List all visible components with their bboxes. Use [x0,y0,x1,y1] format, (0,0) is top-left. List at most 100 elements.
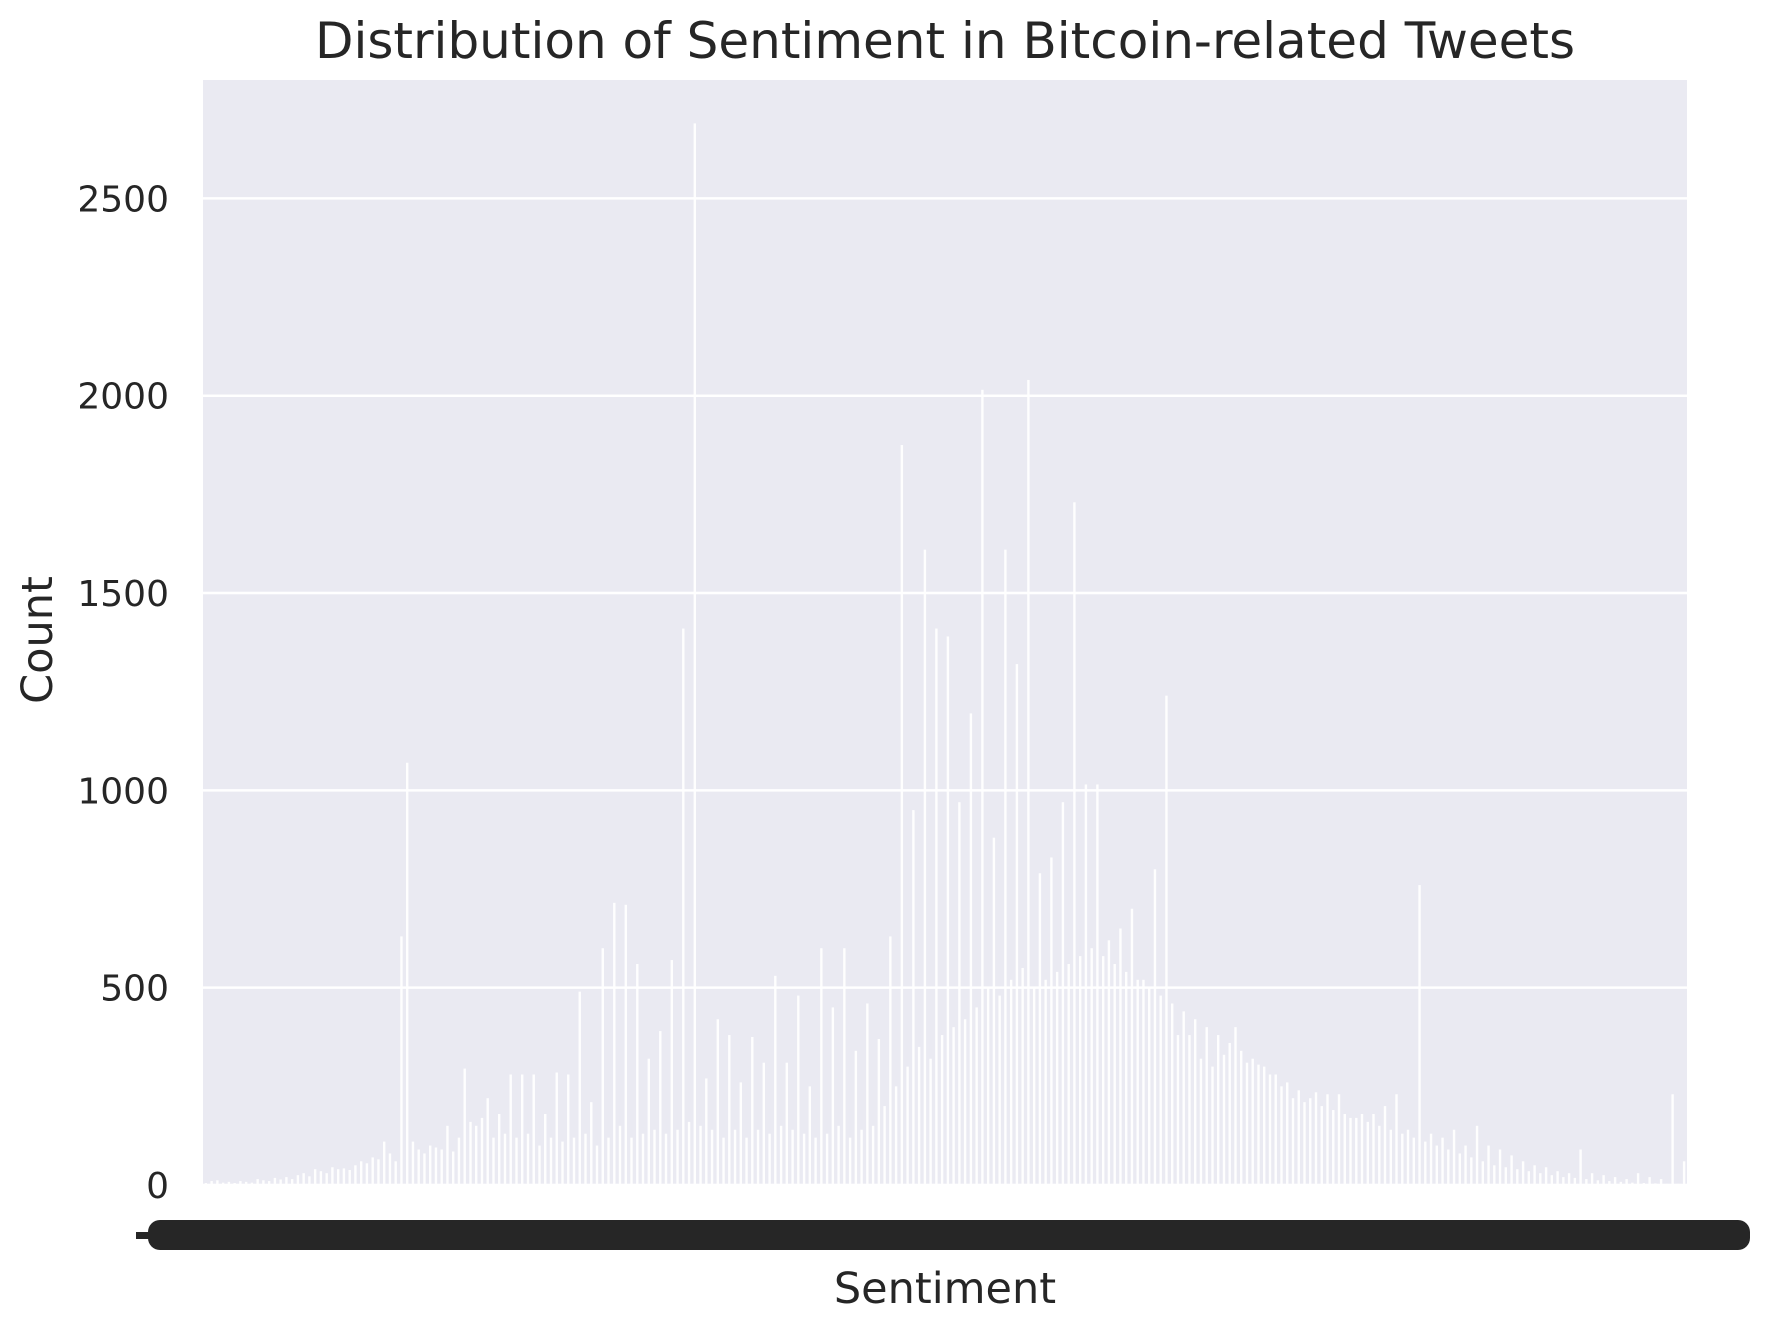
x-tick-labels-overlapping-stub [136,1232,156,1239]
bar [1257,1064,1260,1185]
bar [469,1121,472,1185]
bar [1286,1082,1289,1185]
bar [1142,979,1145,1185]
bar [785,1062,789,1185]
bar [889,936,892,1186]
bar [526,1133,530,1185]
bar [912,810,915,1185]
bar [1228,1042,1231,1185]
bar [1516,1169,1519,1185]
bar [1274,1074,1277,1185]
bar [607,1137,610,1185]
bar [354,1165,357,1185]
bar [463,1068,466,1185]
bar [279,1179,282,1185]
bar [1113,964,1116,1185]
gridlines [203,197,1687,1187]
bar [986,987,990,1185]
bar [365,1163,369,1185]
bar [1234,1027,1237,1185]
x-axis-label: Sentiment [834,1264,1056,1314]
bar [1021,967,1024,1185]
bar [1625,1179,1628,1185]
bar [250,1182,254,1185]
bar [641,1133,645,1185]
bar [1602,1175,1605,1185]
bar [1406,1129,1410,1185]
bar [394,1161,397,1185]
bar [1147,987,1151,1185]
bar [1671,1094,1674,1185]
bar [1090,948,1093,1185]
bar [595,1145,599,1185]
bar [382,1141,386,1185]
bar [1481,1161,1485,1185]
bar [871,1125,875,1185]
bar [1424,1141,1427,1185]
bar [1027,379,1030,1185]
bar [946,636,950,1185]
bar [584,1133,587,1185]
bar [1124,971,1128,1185]
bar [233,1183,236,1185]
bar [756,1129,760,1185]
bar [578,991,581,1186]
bar [325,1173,328,1185]
bar [1326,1094,1329,1185]
bar [1613,1177,1617,1185]
bar [877,1038,881,1185]
bar [290,1179,294,1185]
bar [267,1181,271,1185]
bar [567,1074,570,1185]
bar [1332,1110,1335,1185]
bar [618,1125,622,1185]
bar [544,1113,547,1185]
bar [1544,1167,1548,1185]
bar [1240,1050,1243,1185]
bar [1073,502,1076,1185]
bar [216,1180,219,1185]
bar [601,948,604,1185]
bar [538,1145,541,1185]
bar [1355,1117,1358,1185]
bar [710,1129,714,1185]
bar [1251,1058,1254,1185]
bar [762,1062,766,1185]
bar [751,1037,754,1185]
y-tick-labels: 0 500 1000 1500 2000 2500 [77,179,169,1207]
bar [221,1182,225,1185]
bar [1268,1074,1272,1185]
bar [308,1176,311,1185]
bar [1159,995,1162,1185]
bar [1418,885,1421,1185]
bar [411,1141,415,1185]
bar [687,1121,691,1185]
bar [1487,1145,1490,1185]
bar [716,1019,720,1185]
bar [1061,802,1065,1185]
bar [1119,928,1122,1185]
bar [613,902,616,1185]
bar [1493,1165,1496,1185]
bar [1659,1179,1663,1185]
bar [900,445,904,1185]
bar [509,1074,512,1185]
bar [699,1125,702,1185]
bar [515,1137,518,1185]
bar [952,1027,955,1185]
bar [503,1133,507,1185]
bar [693,123,696,1185]
bar [1510,1155,1513,1185]
bar [1378,1125,1381,1185]
y-tick-label: 1000 [77,771,169,812]
bar [843,948,846,1185]
bar [561,1141,564,1185]
bar [670,960,673,1185]
bar [273,1177,277,1185]
chart-title: Distribution of Sentiment in Bitcoin-rel… [315,12,1575,70]
bar [1447,1149,1450,1185]
bar [1435,1145,1438,1185]
bar [1199,1058,1203,1185]
bar [313,1169,317,1185]
bar [1401,1133,1404,1185]
